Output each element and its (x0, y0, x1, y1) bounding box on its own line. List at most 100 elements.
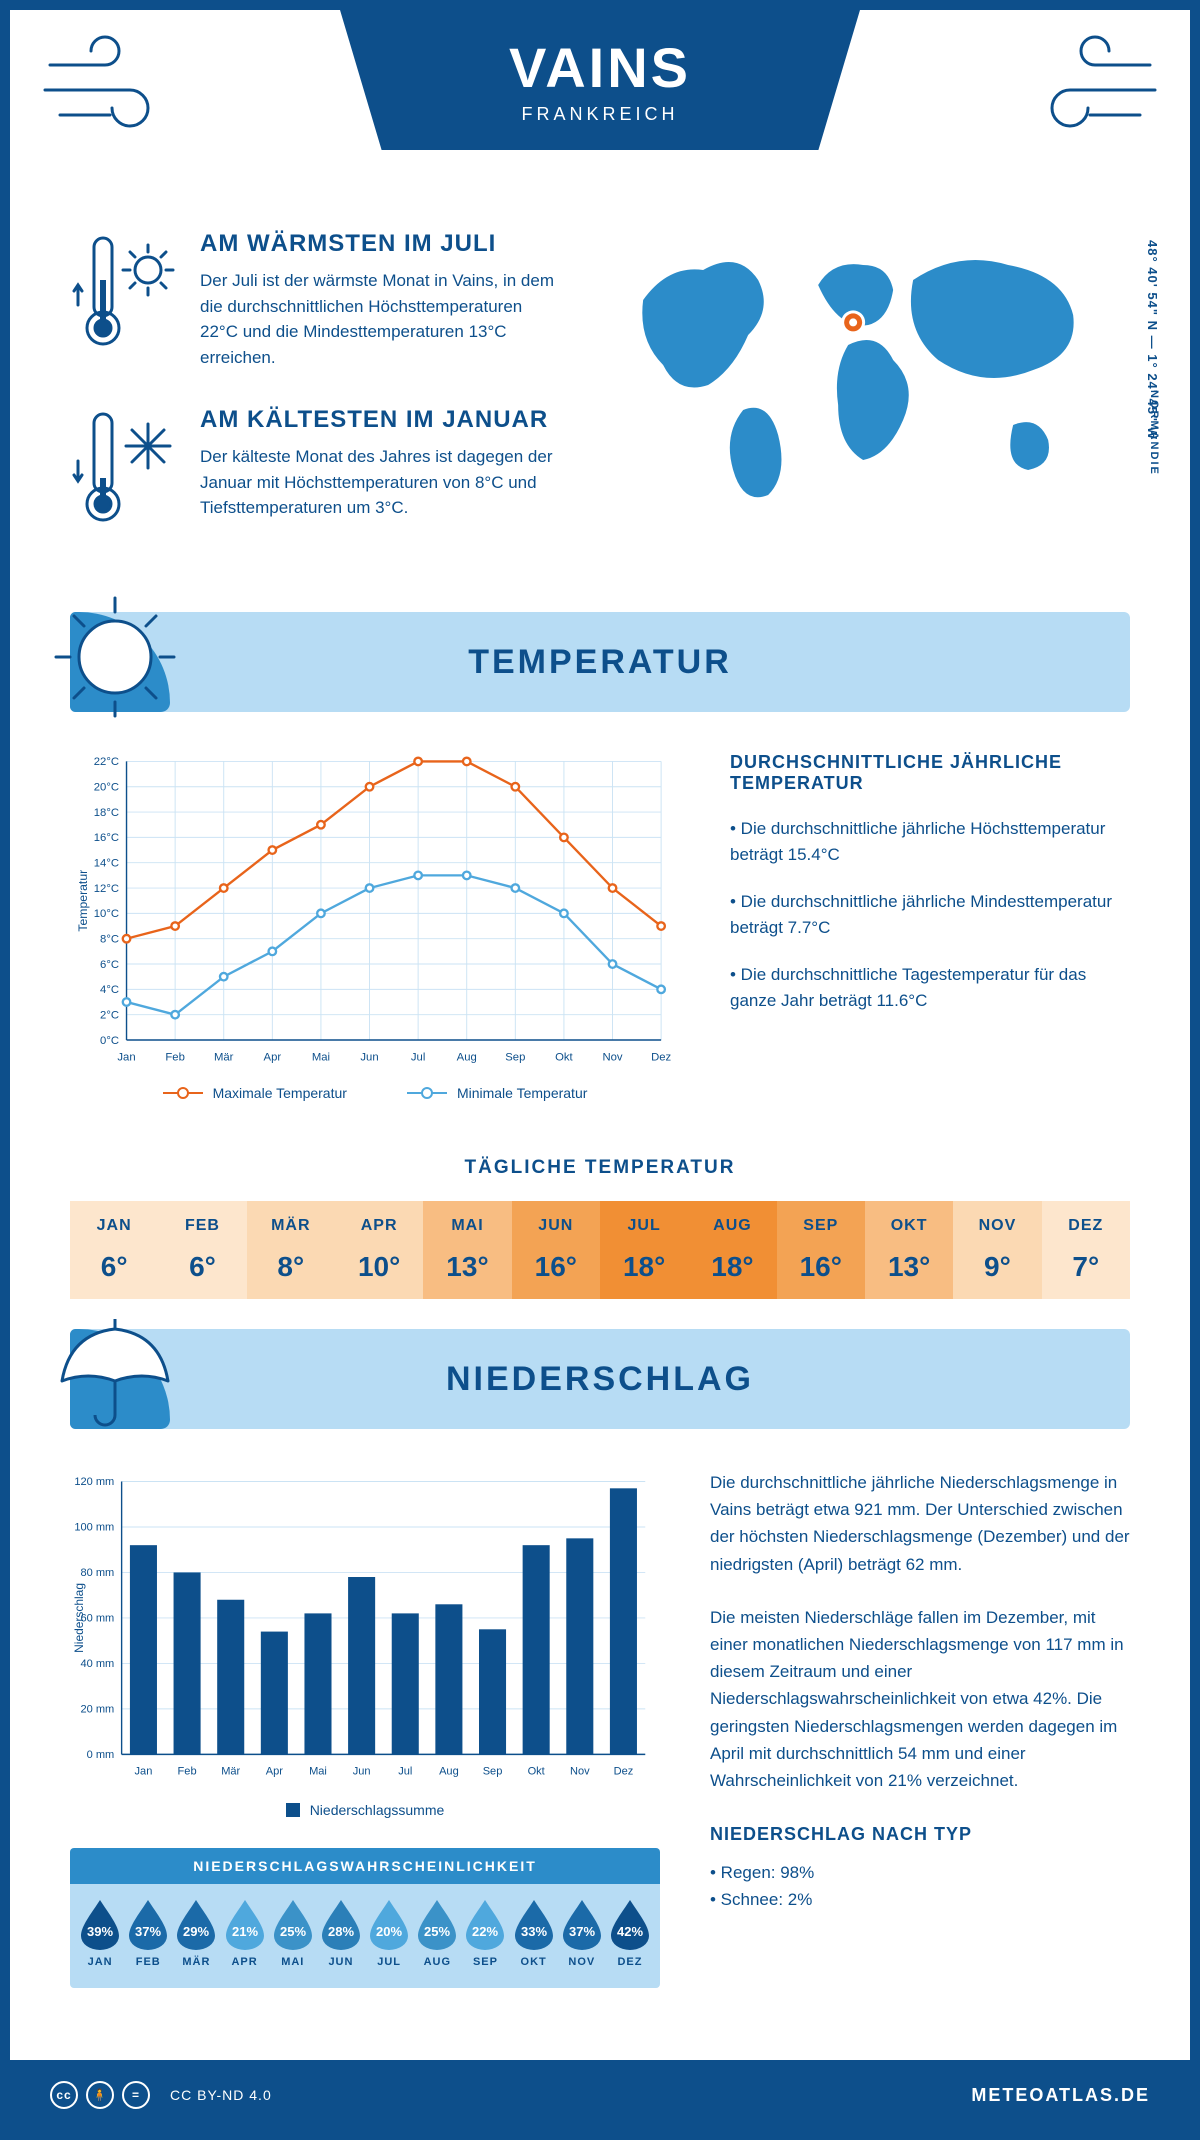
site-label: METEOATLAS.DE (971, 2085, 1150, 2106)
daily-temperature-table: JAN6° FEB6° MÄR8° APR10° MAI13° JUN16° J… (70, 1201, 1130, 1299)
svg-text:18°C: 18°C (94, 807, 119, 819)
precip-type-bullet: • Regen: 98% (710, 1859, 1130, 1886)
temp-bullet: • Die durchschnittliche Tagestemperatur … (730, 962, 1130, 1013)
page-subtitle: FRANKREICH (340, 104, 860, 125)
raindrop-icon: 33% (513, 1898, 555, 1950)
svg-text:Mär: Mär (221, 1766, 240, 1778)
daily-temp-cell: JUN16° (512, 1201, 600, 1299)
svg-text:Dez: Dez (614, 1766, 634, 1778)
svg-text:120 mm: 120 mm (74, 1476, 114, 1488)
precip-p1: Die durchschnittliche jährliche Niedersc… (710, 1469, 1130, 1578)
daily-temp-cell: OKT13° (865, 1201, 953, 1299)
raindrop-icon: 29% (175, 1898, 217, 1950)
raindrop-icon: 42% (609, 1898, 651, 1950)
probability-cell: 29% MÄR (172, 1898, 220, 1968)
svg-text:Mär: Mär (214, 1052, 234, 1064)
daily-temp-cell: JUL18° (600, 1201, 688, 1299)
svg-text:Jun: Jun (360, 1052, 378, 1064)
page-title: VAINS (340, 35, 860, 100)
precip-type-bullet: • Schnee: 2% (710, 1886, 1130, 1913)
precipitation-section: 0 mm20 mm40 mm60 mm80 mm100 mm120 mmJanF… (10, 1449, 1190, 2008)
facts-column: AM WÄRMSTEN IM JULI Der Juli ist der wär… (70, 230, 556, 562)
svg-text:8°C: 8°C (100, 933, 119, 945)
raindrop-icon: 39% (79, 1898, 121, 1950)
warmest-text: Der Juli ist der wärmste Monat in Vains,… (200, 268, 556, 370)
cc-icon: cc (50, 2081, 78, 2109)
precipitation-bar-chart: 0 mm20 mm40 mm60 mm80 mm100 mm120 mmJanF… (70, 1469, 660, 1818)
precipitation-legend: Niederschlagssumme (70, 1802, 660, 1818)
probability-heading: NIEDERSCHLAGSWAHRSCHEINLICHKEIT (70, 1848, 660, 1884)
daily-temp-cell: APR10° (335, 1201, 423, 1299)
raindrop-icon: 22% (464, 1898, 506, 1950)
probability-cell: 39% JAN (76, 1898, 124, 1968)
probability-cell: 37% FEB (124, 1898, 172, 1968)
raindrop-icon: 20% (368, 1898, 410, 1950)
svg-text:33%: 33% (521, 1924, 547, 1939)
svg-text:29%: 29% (183, 1924, 209, 1939)
svg-text:20°C: 20°C (94, 782, 119, 794)
svg-text:6°C: 6°C (100, 959, 119, 971)
temperature-section-header: TEMPERATUR (70, 612, 1130, 712)
license-label: CC BY-ND 4.0 (170, 2087, 272, 2103)
svg-text:Sep: Sep (483, 1766, 503, 1778)
probability-cell: 33% OKT (510, 1898, 558, 1968)
svg-text:28%: 28% (328, 1924, 354, 1939)
raindrop-icon: 21% (224, 1898, 266, 1950)
svg-text:Jun: Jun (353, 1766, 371, 1778)
svg-text:Jan: Jan (135, 1766, 153, 1778)
svg-text:Okt: Okt (555, 1052, 573, 1064)
svg-text:Okt: Okt (528, 1766, 545, 1778)
coldest-text: Der kälteste Monat des Jahres ist dagege… (200, 444, 556, 521)
temp-bullet: • Die durchschnittliche jährliche Mindes… (730, 889, 1130, 940)
precip-p2: Die meisten Niederschläge fallen im Deze… (710, 1604, 1130, 1794)
svg-text:22%: 22% (472, 1924, 498, 1939)
daily-temperature-heading: TÄGLICHE TEMPERATUR (10, 1157, 1190, 1179)
svg-text:37%: 37% (135, 1924, 161, 1939)
raindrop-icon: 25% (416, 1898, 458, 1950)
precipitation-section-header: NIEDERSCHLAG (70, 1329, 1130, 1429)
svg-text:22°C: 22°C (94, 756, 119, 768)
daily-temp-cell: JAN6° (70, 1201, 158, 1299)
umbrella-icon (50, 1309, 180, 1439)
svg-text:Nov: Nov (602, 1052, 622, 1064)
raindrop-icon: 25% (272, 1898, 314, 1950)
daily-temp-cell: FEB6° (158, 1201, 246, 1299)
svg-text:Mai: Mai (309, 1766, 327, 1778)
svg-text:0°C: 0°C (100, 1035, 119, 1047)
daily-temp-cell: NOV9° (953, 1201, 1041, 1299)
probability-cell: 37% NOV (558, 1898, 606, 1968)
svg-text:Jan: Jan (117, 1052, 135, 1064)
sun-icon (50, 592, 180, 722)
svg-text:39%: 39% (87, 1924, 113, 1939)
svg-text:Jul: Jul (411, 1052, 425, 1064)
svg-text:Niederschlag: Niederschlag (72, 1583, 86, 1653)
coldest-title: AM KÄLTESTEN IM JANUAR (200, 406, 556, 434)
svg-text:20 mm: 20 mm (80, 1704, 114, 1716)
svg-text:80 mm: 80 mm (80, 1567, 114, 1579)
svg-text:Jul: Jul (398, 1766, 412, 1778)
svg-text:Nov: Nov (570, 1766, 590, 1778)
svg-text:42%: 42% (617, 1924, 643, 1939)
warmest-fact: AM WÄRMSTEN IM JULI Der Juli ist der wär… (70, 230, 556, 370)
temp-bullet: • Die durchschnittliche jährliche Höchst… (730, 816, 1130, 867)
svg-text:Feb: Feb (178, 1766, 197, 1778)
probability-cell: 42% DEZ (606, 1898, 654, 1968)
svg-text:25%: 25% (424, 1924, 450, 1939)
precipitation-summary: Die durchschnittliche jährliche Niedersc… (710, 1469, 1130, 1988)
svg-text:12°C: 12°C (94, 883, 119, 895)
legend-item: .lg-swatch[style*='#e8641b']::before{bor… (163, 1085, 347, 1101)
world-map-svg (596, 230, 1130, 510)
svg-text:Apr: Apr (264, 1052, 282, 1064)
svg-text:Sep: Sep (505, 1052, 525, 1064)
daily-temp-cell: AUG18° (688, 1201, 776, 1299)
probability-cell: 22% SEP (461, 1898, 509, 1968)
svg-text:4°C: 4°C (100, 984, 119, 996)
world-map: 48° 40' 54" N — 1° 24' 45" W NORMANDIE (596, 230, 1130, 562)
svg-text:21%: 21% (232, 1924, 258, 1939)
by-icon: 🧍 (86, 2081, 114, 2109)
precip-type-heading: NIEDERSCHLAG NACH TYP (710, 1820, 1130, 1849)
legend-item: .lg-swatch[style*='#4fa8dd']::before{bor… (407, 1085, 587, 1101)
svg-text:10°C: 10°C (94, 908, 119, 920)
temperature-heading: TEMPERATUR (468, 643, 732, 682)
temperature-summary: DURCHSCHNITTLICHE JÄHRLICHE TEMPERATUR •… (730, 752, 1130, 1101)
